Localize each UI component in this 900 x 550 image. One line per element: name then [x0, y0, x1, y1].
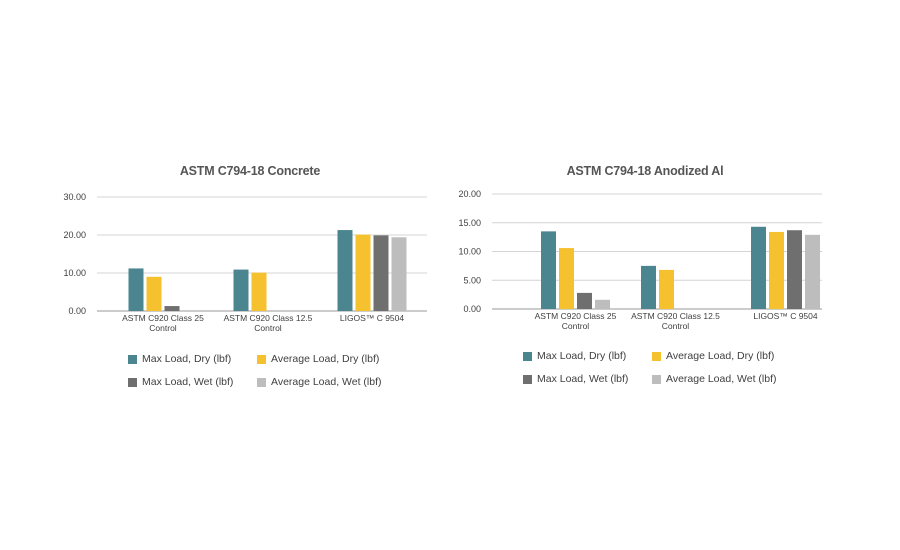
bar [659, 269, 674, 309]
bar [641, 265, 656, 309]
x-tick-label: ASTM C920 Class 25 [535, 311, 617, 321]
legend-label: Average Load, Wet (lbf) [666, 373, 777, 385]
chart-title: ASTM C794-18 Anodized Al [566, 164, 724, 178]
x-tick-label: LIGOS™ C 9504 [753, 311, 818, 321]
bar [769, 231, 784, 309]
legend-item: Max Load, Wet (lbf) [523, 373, 628, 385]
legend-item: Average Load, Dry (lbf) [652, 350, 774, 362]
y-tick-label: 10.00 [63, 268, 86, 278]
y-tick-label: 15.00 [458, 218, 481, 228]
legend-label: Max Load, Wet (lbf) [537, 373, 629, 385]
y-tick-label: 20.00 [458, 189, 481, 199]
legend-label: Max Load, Dry (lbf) [142, 353, 232, 365]
x-tick-label: Control [662, 321, 690, 331]
bar [128, 268, 144, 311]
y-tick-label: 0.00 [463, 304, 481, 314]
bar [541, 231, 556, 309]
legend-label: Max Load, Wet (lbf) [142, 376, 234, 388]
y-tick-label: 10.00 [458, 247, 481, 257]
bar [751, 226, 766, 309]
bar [787, 230, 802, 309]
legend-item: Max Load, Dry (lbf) [128, 353, 231, 365]
bar [373, 235, 389, 311]
x-tick-label: Control [254, 323, 282, 333]
legend-label: Average Load, Dry (lbf) [666, 350, 775, 362]
legend-item: Max Load, Dry (lbf) [523, 350, 626, 362]
legend-swatch [652, 351, 661, 361]
x-tick-label: ASTM C920 Class 12.5 [224, 313, 313, 323]
bar [577, 292, 592, 309]
bar [559, 248, 574, 309]
y-tick-label: 20.00 [63, 230, 86, 240]
legend-swatch [257, 377, 266, 387]
x-tick-label: Control [562, 321, 590, 331]
legend-swatch [523, 374, 532, 384]
chart-title: ASTM C794-18 Concrete [179, 164, 321, 178]
legend-item: Average Load, Wet (lbf) [652, 373, 777, 385]
y-tick-label: 0.00 [68, 306, 86, 316]
bar [146, 276, 162, 311]
x-tick-label: ASTM C920 Class 25 [122, 313, 204, 323]
legend-swatch [523, 351, 532, 361]
legend-item: Average Load, Wet (lbf) [257, 376, 382, 388]
bar [355, 234, 371, 311]
chart-concrete: ASTM C794-18 Concrete 0.00 10.00 20.00 30.0… [60, 155, 440, 395]
y-tick-label: 5.00 [463, 275, 481, 285]
bar [805, 234, 820, 309]
legend-item: Max Load, Wet (lbf) [128, 376, 233, 388]
x-tick-label: ASTM C920 Class 12.5 [631, 311, 720, 321]
bar [164, 306, 180, 311]
bar [337, 230, 353, 311]
legend-swatch [652, 374, 661, 384]
bar [251, 272, 267, 311]
x-tick-label: LIGOS™ C 9504 [340, 313, 405, 323]
legend-swatch [128, 354, 137, 364]
legend-label: Max Load, Dry (lbf) [537, 350, 627, 362]
bar [233, 269, 249, 311]
legend-item: Average Load, Dry (lbf) [257, 353, 379, 365]
x-tick-label: Control [149, 323, 177, 333]
y-tick-label: 30.00 [63, 192, 86, 202]
legend-label: Average Load, Wet (lbf) [271, 376, 382, 388]
legend-label: Average Load, Dry (lbf) [271, 353, 380, 365]
chart-plot: 0.00 5.00 10.00 15.00 20.00 ASTM C920 Class 2… [458, 189, 822, 331]
bar [391, 237, 407, 311]
chart-anodized-al: ASTM C794-18 Anodized Al 0.00 5.00 10.00 15… [455, 155, 835, 395]
bar [595, 299, 610, 309]
legend-swatch [128, 377, 137, 387]
legend-swatch [257, 354, 266, 364]
